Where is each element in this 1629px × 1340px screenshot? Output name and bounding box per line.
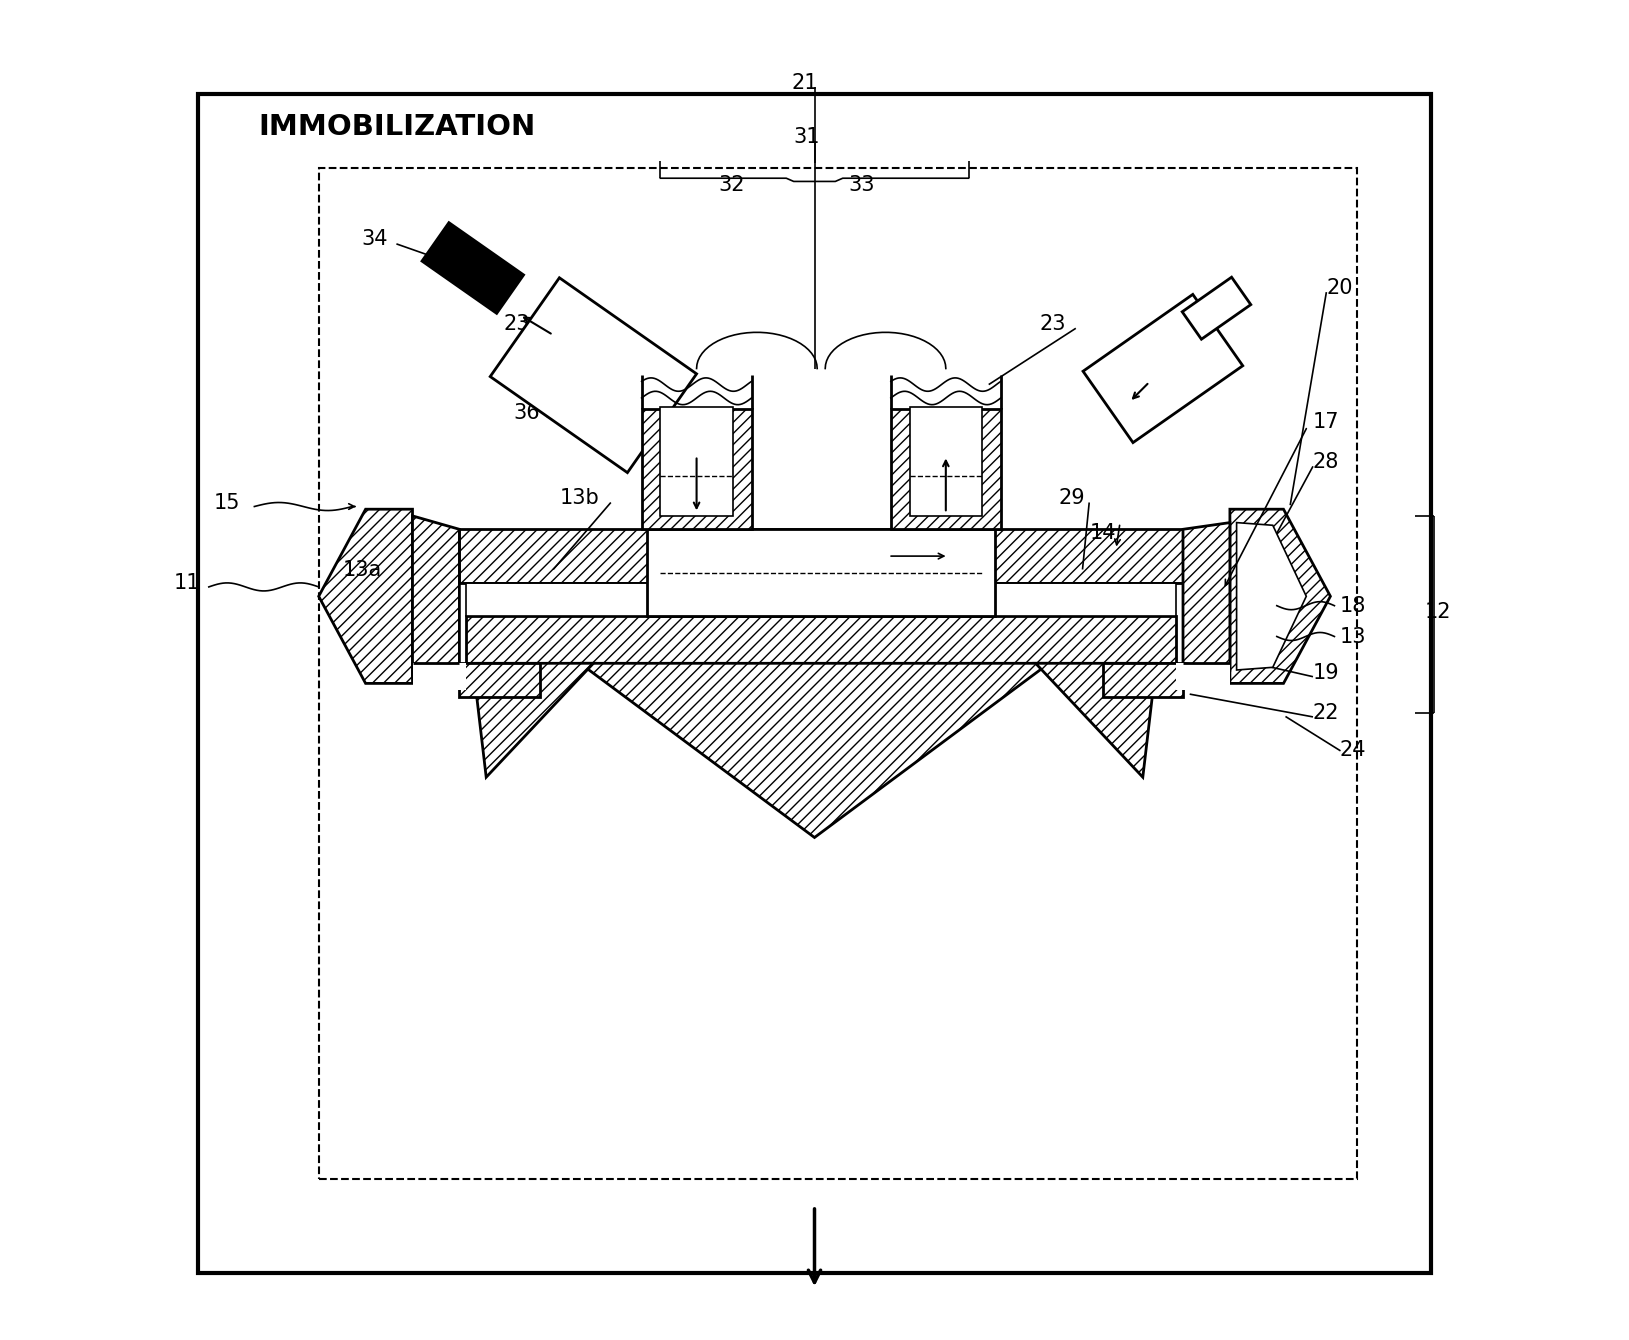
Polygon shape [412,663,466,690]
Bar [319,168,1357,1179]
Polygon shape [466,616,1176,663]
Text: 13b: 13b [560,489,599,508]
Text: 14: 14 [1090,524,1116,543]
Polygon shape [1176,663,1230,690]
Text: 20: 20 [1326,279,1352,297]
Polygon shape [459,663,539,697]
Text: 34: 34 [362,229,388,248]
Text: 28: 28 [1313,453,1339,472]
Polygon shape [459,529,1183,583]
Polygon shape [642,409,751,529]
Text: 18: 18 [1339,596,1367,615]
Text: 17: 17 [1313,413,1339,431]
Polygon shape [422,222,523,314]
Text: 15: 15 [213,493,241,512]
Text: 19: 19 [1313,663,1339,682]
Polygon shape [1230,509,1331,683]
Polygon shape [1183,523,1230,670]
Polygon shape [490,277,697,473]
Bar [199,94,1430,1273]
Text: 29: 29 [1059,489,1085,508]
Text: 11: 11 [174,574,200,592]
Text: 33: 33 [849,176,875,194]
Text: 23: 23 [503,315,529,334]
Text: 21: 21 [792,74,818,92]
Polygon shape [580,663,1049,838]
Text: 23: 23 [1039,315,1065,334]
Polygon shape [319,509,412,683]
Polygon shape [1103,663,1183,697]
Polygon shape [1083,295,1243,442]
Polygon shape [891,409,1000,529]
Text: IMMOBILIZATION: IMMOBILIZATION [259,114,536,141]
Polygon shape [472,663,593,777]
Text: 16: 16 [503,352,531,371]
Text: 36: 36 [513,403,539,422]
Polygon shape [647,529,995,616]
Polygon shape [466,583,1176,616]
Polygon shape [412,516,459,677]
Polygon shape [909,407,982,516]
Text: 22: 22 [1313,704,1339,722]
Text: 31: 31 [793,127,819,146]
Polygon shape [1183,277,1251,339]
Polygon shape [660,407,733,516]
Text: 24: 24 [1339,741,1367,760]
Text: 13: 13 [1339,627,1367,646]
Text: 32: 32 [718,176,744,194]
Polygon shape [1236,523,1306,670]
Polygon shape [1036,663,1157,777]
Text: 13a: 13a [342,560,383,579]
Text: 12: 12 [1424,603,1451,622]
